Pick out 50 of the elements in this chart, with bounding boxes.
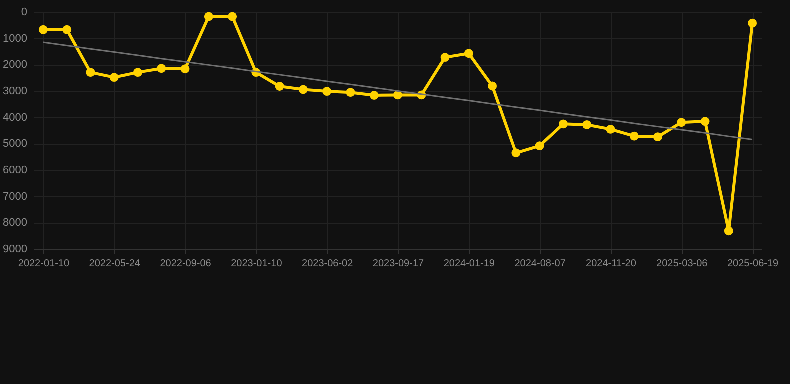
- point: [512, 148, 521, 158]
- point: [180, 64, 190, 74]
- point: [464, 49, 474, 58]
- point: [275, 82, 284, 91]
- point: [535, 142, 544, 150]
- point: [677, 118, 686, 128]
- y-tick-label: 4000: [3, 112, 28, 124]
- point: [157, 64, 166, 74]
- point: [110, 73, 119, 82]
- y-tick-label: 5000: [3, 138, 28, 150]
- point: [370, 91, 379, 100]
- x-tick-label: 2022-09-06: [160, 258, 212, 270]
- x-tick-label: 2024-11-20: [586, 258, 637, 270]
- point: [606, 124, 616, 134]
- point: [322, 87, 332, 96]
- x-tick-label: 2025-06-19: [727, 258, 780, 270]
- y-tick-label: 8000: [3, 217, 28, 230]
- point: [204, 12, 214, 22]
- point: [558, 120, 568, 129]
- x-tick-label: 2025-03-06: [656, 258, 708, 270]
- y-tick-label: 6000: [3, 164, 28, 176]
- point: [440, 53, 450, 62]
- y-tick-label: 2000: [3, 59, 28, 72]
- y-tick-label: 3000: [3, 86, 28, 98]
- x-tick-label: 2024-08-07: [514, 258, 566, 270]
- x-tick-label: 2024-01-19: [444, 258, 496, 270]
- y-tick-label: 1000: [3, 32, 28, 45]
- point: [62, 25, 72, 34]
- point: [346, 88, 356, 98]
- point: [228, 12, 238, 22]
- y-tick-label: 7000: [3, 190, 28, 203]
- point: [488, 82, 498, 91]
- x-tick-label: 2023-06-02: [302, 258, 354, 270]
- y-tick-label: 0: [21, 6, 28, 18]
- point: [582, 120, 592, 130]
- line-series: [42, 42, 754, 140]
- x-tick-label: 2023-01-10: [231, 258, 283, 270]
- point: [654, 132, 662, 142]
- point: [630, 132, 639, 141]
- y-tick-label: 9000: [3, 244, 28, 256]
- point: [86, 68, 96, 78]
- x-tick-label: 2023-09-17: [372, 258, 425, 270]
- point: [298, 85, 308, 94]
- point: [134, 68, 142, 78]
- point: [724, 226, 734, 236]
- point: [700, 117, 710, 126]
- x-tick-label: 2022-05-24: [89, 258, 141, 270]
- x-tick-label: 2022-01-10: [18, 258, 70, 270]
- point: [38, 25, 48, 34]
- point: [748, 18, 758, 28]
